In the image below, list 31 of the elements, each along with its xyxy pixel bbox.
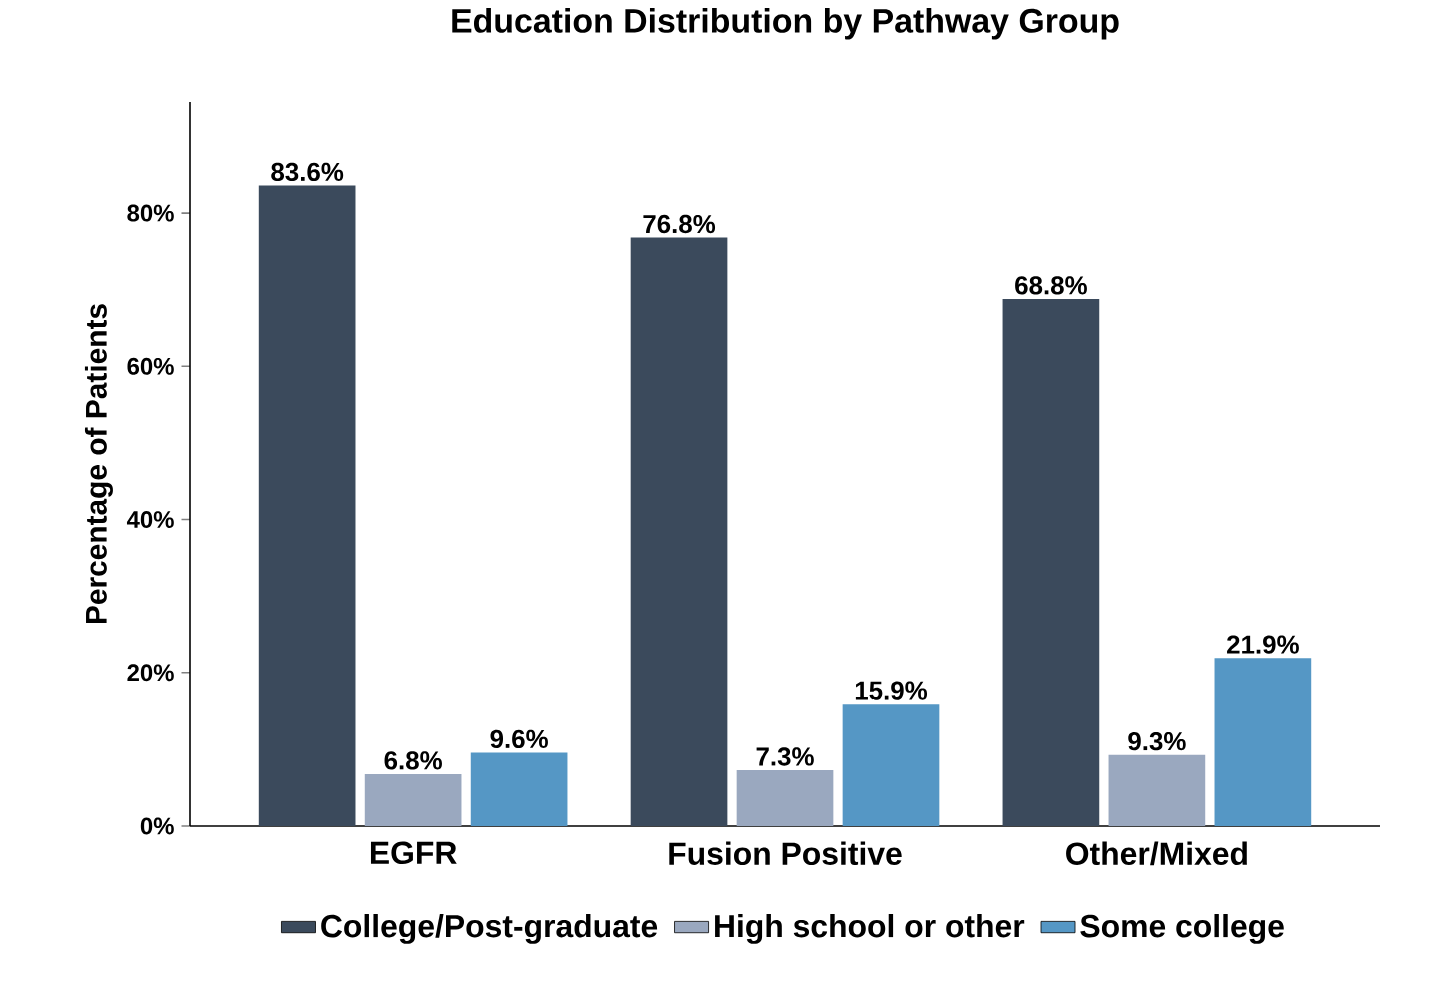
bar bbox=[258, 185, 356, 826]
data-label: 68.8% bbox=[1015, 276, 1087, 295]
data-label: 9.3% bbox=[1128, 731, 1186, 751]
x-tick-label: Fusion Positive bbox=[669, 841, 902, 865]
data-label: 15.9% bbox=[855, 681, 928, 700]
data-label: 7.3% bbox=[756, 747, 814, 766]
x-tick-label: EGFR bbox=[370, 841, 457, 865]
data-label: 21.9% bbox=[1227, 635, 1299, 654]
data-label: 6.8% bbox=[384, 751, 442, 770]
bar bbox=[1108, 754, 1206, 826]
legend-label: College/Post-graduate bbox=[321, 914, 658, 944]
bar bbox=[470, 752, 568, 826]
bar bbox=[630, 237, 728, 826]
y-axis-title: Percentage of Patients bbox=[84, 304, 113, 624]
legend-label: Some college bbox=[1080, 914, 1284, 944]
x-tick-label: Other/Mixed bbox=[1066, 841, 1247, 866]
data-label: 9.6% bbox=[490, 729, 548, 749]
bar bbox=[1214, 658, 1312, 826]
y-tick-label: 40% bbox=[126, 511, 174, 528]
y-tick-label: 20% bbox=[127, 664, 174, 682]
bar bbox=[842, 704, 940, 826]
y-tick-label: 0% bbox=[140, 817, 174, 835]
bar bbox=[364, 773, 462, 826]
chart-title: Education Distribution by Pathway Group bbox=[452, 7, 1119, 40]
data-label: 83.6% bbox=[271, 162, 344, 182]
legend-label: High school or other bbox=[715, 914, 1025, 944]
data-label: 76.8% bbox=[643, 214, 716, 234]
bar bbox=[736, 770, 834, 826]
y-tick-label: 60% bbox=[127, 357, 174, 375]
bar bbox=[1002, 298, 1100, 826]
y-tick-label: 80% bbox=[127, 204, 174, 222]
